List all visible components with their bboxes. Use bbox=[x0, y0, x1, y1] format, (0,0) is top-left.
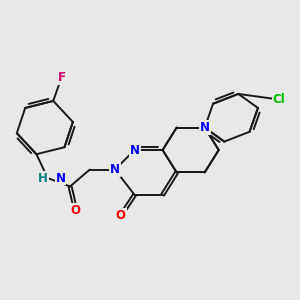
Text: O: O bbox=[71, 204, 81, 217]
Text: N: N bbox=[56, 172, 65, 184]
Text: N: N bbox=[200, 121, 210, 134]
Text: F: F bbox=[58, 70, 66, 84]
Text: O: O bbox=[116, 209, 126, 222]
Text: N: N bbox=[110, 163, 120, 176]
Text: Cl: Cl bbox=[273, 93, 285, 106]
Text: N: N bbox=[130, 143, 140, 157]
Text: H: H bbox=[38, 172, 48, 184]
